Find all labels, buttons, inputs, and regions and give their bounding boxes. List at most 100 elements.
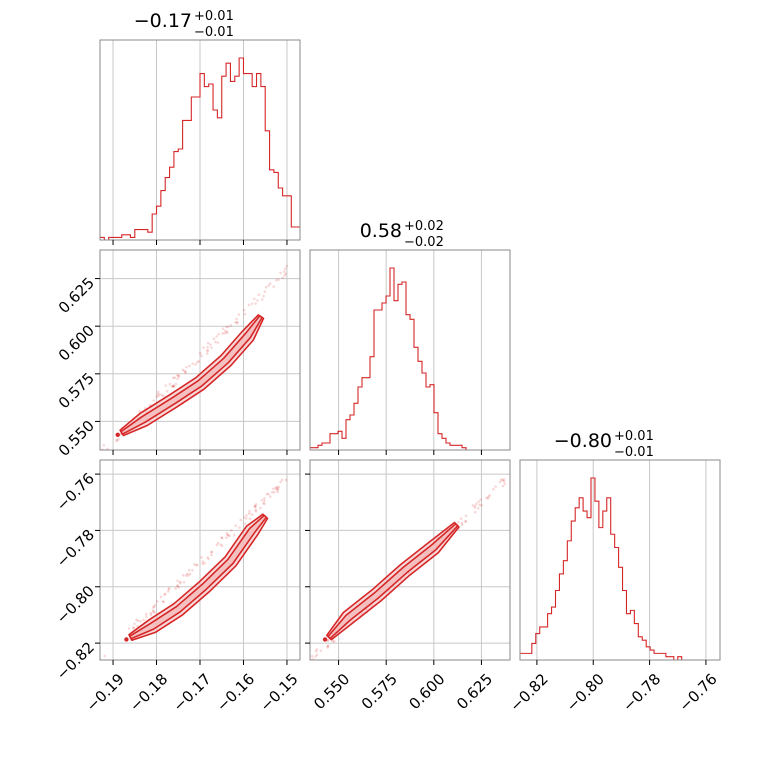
sample-point [273,490,276,494]
sample-point [224,536,228,540]
sample-point [173,376,177,380]
sample-point [235,321,239,325]
sample-point [502,479,506,483]
sample-point [234,321,237,324]
x-tick-label: 0.575 [358,670,401,713]
sample-point [198,352,202,355]
sample-point [473,504,477,508]
sample-point [217,332,220,336]
sample-point [159,595,163,599]
sample-point [277,485,281,489]
sample-point [267,492,270,496]
sample-point [310,654,314,658]
sample-point [184,370,187,374]
y-tick-label: −0.82 [53,638,98,683]
panel-frame [519,459,721,661]
sample-point [272,487,275,491]
sample-point [464,520,467,523]
contour-island [322,637,328,642]
histogram-step [520,477,720,660]
sample-point [245,514,248,517]
sample-point [201,560,205,563]
sample-point [224,325,228,329]
sample-point [215,335,218,338]
sample-point [263,497,266,500]
sample-point [488,494,491,497]
sample-point [156,392,160,396]
x-tick-label: −0.16 [213,670,258,715]
sample-point [196,360,199,364]
sample-point [473,510,477,514]
sample-point [181,574,185,577]
sample-point [177,374,180,377]
sample-point [210,553,213,557]
sample-point [503,482,507,486]
sample-point [176,373,179,377]
hist-panel-1: −0.17 +0.01−0.01 [99,9,301,241]
sample-point [476,506,480,510]
sample-point [167,587,171,590]
density-panel-1 [99,249,301,451]
sample-point [235,320,239,324]
sample-point [164,384,168,387]
panel-frame [309,249,511,451]
x-tick-label: −0.76 [675,670,720,715]
sample-point [477,500,480,504]
panel-frame [309,459,511,661]
sample-point [223,332,227,335]
title-value: 0.58 [360,220,402,242]
sample-point [209,343,212,346]
sample-point [326,644,329,648]
sample-point [475,502,478,505]
sample-point [501,478,505,482]
sample-point [254,508,258,512]
sample-point [216,541,220,545]
sample-point [262,502,265,505]
sample-point [153,603,157,607]
sample-point [202,346,205,349]
sample-point [167,587,171,591]
contour-island [124,637,129,642]
sample-point [272,285,275,288]
sample-point [115,439,118,443]
sample-point [170,385,174,388]
sample-point [149,613,153,617]
sample-point [103,654,107,658]
sample-point [260,498,264,502]
sample-point [248,517,252,521]
sample-point [480,504,484,507]
sample-point [158,393,162,396]
sample-point [315,653,319,657]
sample-point [501,484,505,488]
sample-point [171,384,175,388]
x-tick-label: 0.600 [405,670,448,713]
sample-point [226,534,230,537]
sample-point [206,345,209,349]
sample-point [136,624,139,628]
sample-point [250,302,254,306]
sample-point [145,615,148,619]
sample-point [277,278,280,281]
sample-point [206,349,209,353]
sample-point [176,584,180,588]
sample-point [157,394,160,398]
sample-point [332,640,336,643]
sample-point [242,308,246,312]
sample-point [225,531,229,535]
sample-point [220,536,224,540]
sample-point [220,536,224,540]
sample-point [191,569,194,572]
sample-point [460,523,464,526]
sample-point [210,551,214,554]
y-tick-label: −0.80 [53,582,98,627]
x-tick-label: −0.80 [563,670,608,715]
sample-point [283,274,286,277]
sample-point [243,312,247,316]
title-lower: −0.01 [194,25,234,40]
sample-point [132,626,135,630]
sample-point [152,606,155,609]
sample-point [233,533,236,537]
sample-point [181,368,185,372]
sample-point [262,294,265,298]
histogram-step [100,57,300,240]
